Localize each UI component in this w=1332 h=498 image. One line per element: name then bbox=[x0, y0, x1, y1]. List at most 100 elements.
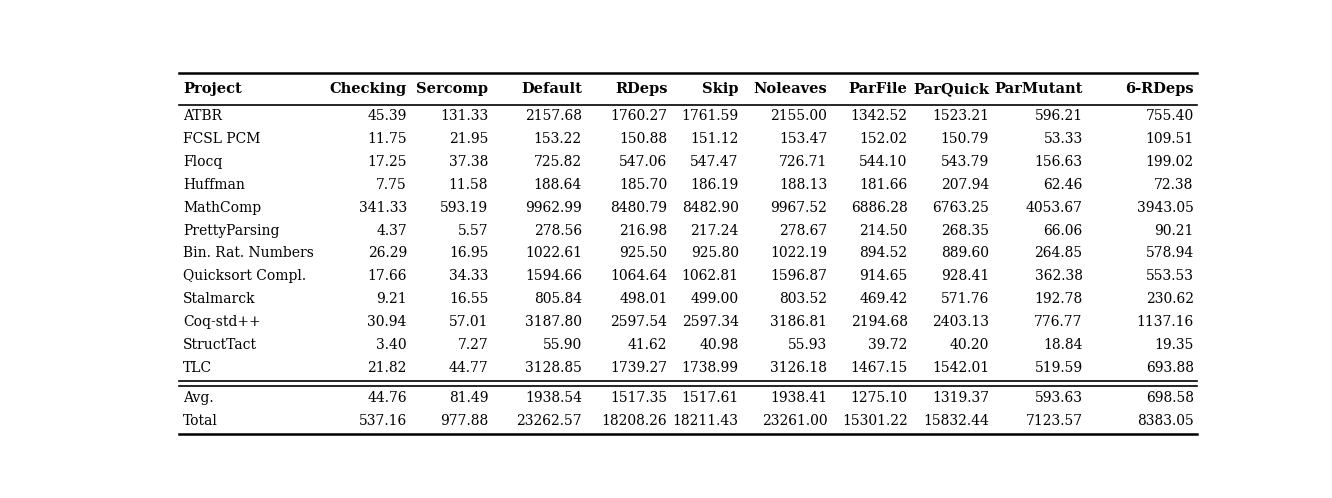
Text: 547.47: 547.47 bbox=[690, 155, 739, 169]
Text: 62.46: 62.46 bbox=[1043, 178, 1083, 192]
Text: 805.84: 805.84 bbox=[534, 292, 582, 306]
Text: 593.19: 593.19 bbox=[440, 201, 489, 215]
Text: 199.02: 199.02 bbox=[1146, 155, 1193, 169]
Text: 44.76: 44.76 bbox=[368, 391, 406, 405]
Text: 925.50: 925.50 bbox=[619, 247, 667, 260]
Text: Stalmarck: Stalmarck bbox=[182, 292, 256, 306]
Text: 131.33: 131.33 bbox=[440, 109, 489, 123]
Text: 3.40: 3.40 bbox=[376, 338, 406, 352]
Text: 34.33: 34.33 bbox=[449, 269, 489, 283]
Text: 16.95: 16.95 bbox=[449, 247, 489, 260]
Text: 519.59: 519.59 bbox=[1035, 361, 1083, 375]
Text: StructTact: StructTact bbox=[182, 338, 257, 352]
Text: 9967.52: 9967.52 bbox=[770, 201, 827, 215]
Text: 156.63: 156.63 bbox=[1035, 155, 1083, 169]
Text: 214.50: 214.50 bbox=[859, 224, 907, 238]
Text: 698.58: 698.58 bbox=[1146, 391, 1193, 405]
Text: 21.82: 21.82 bbox=[368, 361, 406, 375]
Text: 21.95: 21.95 bbox=[449, 132, 489, 146]
Text: TLC: TLC bbox=[182, 361, 212, 375]
Text: 181.66: 181.66 bbox=[859, 178, 907, 192]
Text: 278.56: 278.56 bbox=[534, 224, 582, 238]
Text: 3187.80: 3187.80 bbox=[525, 315, 582, 329]
Text: Huffman: Huffman bbox=[182, 178, 245, 192]
Text: Checking: Checking bbox=[330, 82, 406, 96]
Text: 207.94: 207.94 bbox=[940, 178, 990, 192]
Text: 15832.44: 15832.44 bbox=[923, 414, 990, 428]
Text: 16.55: 16.55 bbox=[449, 292, 489, 306]
Text: 693.88: 693.88 bbox=[1146, 361, 1193, 375]
Text: 153.47: 153.47 bbox=[779, 132, 827, 146]
Text: Default: Default bbox=[521, 82, 582, 96]
Text: ParFile: ParFile bbox=[848, 82, 907, 96]
Text: 571.76: 571.76 bbox=[940, 292, 990, 306]
Text: ParQuick: ParQuick bbox=[914, 82, 990, 96]
Text: 72.38: 72.38 bbox=[1155, 178, 1193, 192]
Text: 1319.37: 1319.37 bbox=[932, 391, 990, 405]
Text: 53.33: 53.33 bbox=[1043, 132, 1083, 146]
Text: 596.21: 596.21 bbox=[1035, 109, 1083, 123]
Text: 755.40: 755.40 bbox=[1146, 109, 1193, 123]
Text: 725.82: 725.82 bbox=[534, 155, 582, 169]
Text: 553.53: 553.53 bbox=[1146, 269, 1193, 283]
Text: 726.71: 726.71 bbox=[779, 155, 827, 169]
Text: 216.98: 216.98 bbox=[619, 224, 667, 238]
Text: 1596.87: 1596.87 bbox=[770, 269, 827, 283]
Text: 185.70: 185.70 bbox=[619, 178, 667, 192]
Text: 2155.00: 2155.00 bbox=[770, 109, 827, 123]
Text: 230.62: 230.62 bbox=[1146, 292, 1193, 306]
Text: 1738.99: 1738.99 bbox=[682, 361, 739, 375]
Text: 151.12: 151.12 bbox=[690, 132, 739, 146]
Text: 18211.43: 18211.43 bbox=[673, 414, 739, 428]
Text: Coq-std++: Coq-std++ bbox=[182, 315, 261, 329]
Text: 188.64: 188.64 bbox=[534, 178, 582, 192]
Text: 1760.27: 1760.27 bbox=[610, 109, 667, 123]
Text: 66.06: 66.06 bbox=[1043, 224, 1083, 238]
Text: 57.01: 57.01 bbox=[449, 315, 489, 329]
Text: 81.49: 81.49 bbox=[449, 391, 489, 405]
Text: Noleaves: Noleaves bbox=[754, 82, 827, 96]
Text: 1523.21: 1523.21 bbox=[932, 109, 990, 123]
Text: 264.85: 264.85 bbox=[1035, 247, 1083, 260]
Text: 41.62: 41.62 bbox=[627, 338, 667, 352]
Text: 1761.59: 1761.59 bbox=[682, 109, 739, 123]
Text: 9.21: 9.21 bbox=[376, 292, 406, 306]
Text: 8480.79: 8480.79 bbox=[610, 201, 667, 215]
Text: 40.98: 40.98 bbox=[699, 338, 739, 352]
Text: 18.84: 18.84 bbox=[1043, 338, 1083, 352]
Text: 1062.81: 1062.81 bbox=[682, 269, 739, 283]
Text: 1064.64: 1064.64 bbox=[610, 269, 667, 283]
Text: 469.42: 469.42 bbox=[859, 292, 907, 306]
Text: 2597.54: 2597.54 bbox=[610, 315, 667, 329]
Text: 7.27: 7.27 bbox=[457, 338, 489, 352]
Text: Quicksort Compl.: Quicksort Compl. bbox=[182, 269, 306, 283]
Text: 150.88: 150.88 bbox=[619, 132, 667, 146]
Text: 186.19: 186.19 bbox=[690, 178, 739, 192]
Text: 925.80: 925.80 bbox=[691, 247, 739, 260]
Text: 45.39: 45.39 bbox=[368, 109, 406, 123]
Text: 1542.01: 1542.01 bbox=[932, 361, 990, 375]
Text: 109.51: 109.51 bbox=[1146, 132, 1193, 146]
Text: 23261.00: 23261.00 bbox=[762, 414, 827, 428]
Text: Total: Total bbox=[182, 414, 218, 428]
Text: 153.22: 153.22 bbox=[534, 132, 582, 146]
Text: Bin. Rat. Numbers: Bin. Rat. Numbers bbox=[182, 247, 314, 260]
Text: 3186.81: 3186.81 bbox=[770, 315, 827, 329]
Text: 1022.19: 1022.19 bbox=[770, 247, 827, 260]
Text: 914.65: 914.65 bbox=[859, 269, 907, 283]
Text: FCSL PCM: FCSL PCM bbox=[182, 132, 260, 146]
Text: 55.93: 55.93 bbox=[789, 338, 827, 352]
Text: 537.16: 537.16 bbox=[358, 414, 406, 428]
Text: 1938.54: 1938.54 bbox=[525, 391, 582, 405]
Text: 3128.85: 3128.85 bbox=[525, 361, 582, 375]
Text: 341.33: 341.33 bbox=[358, 201, 406, 215]
Text: 17.66: 17.66 bbox=[368, 269, 406, 283]
Text: 1022.61: 1022.61 bbox=[525, 247, 582, 260]
Text: 543.79: 543.79 bbox=[940, 155, 990, 169]
Text: 23262.57: 23262.57 bbox=[517, 414, 582, 428]
Text: 1517.61: 1517.61 bbox=[682, 391, 739, 405]
Text: 1137.16: 1137.16 bbox=[1136, 315, 1193, 329]
Text: Skip: Skip bbox=[702, 82, 739, 96]
Text: 8383.05: 8383.05 bbox=[1138, 414, 1193, 428]
Text: 7.75: 7.75 bbox=[376, 178, 406, 192]
